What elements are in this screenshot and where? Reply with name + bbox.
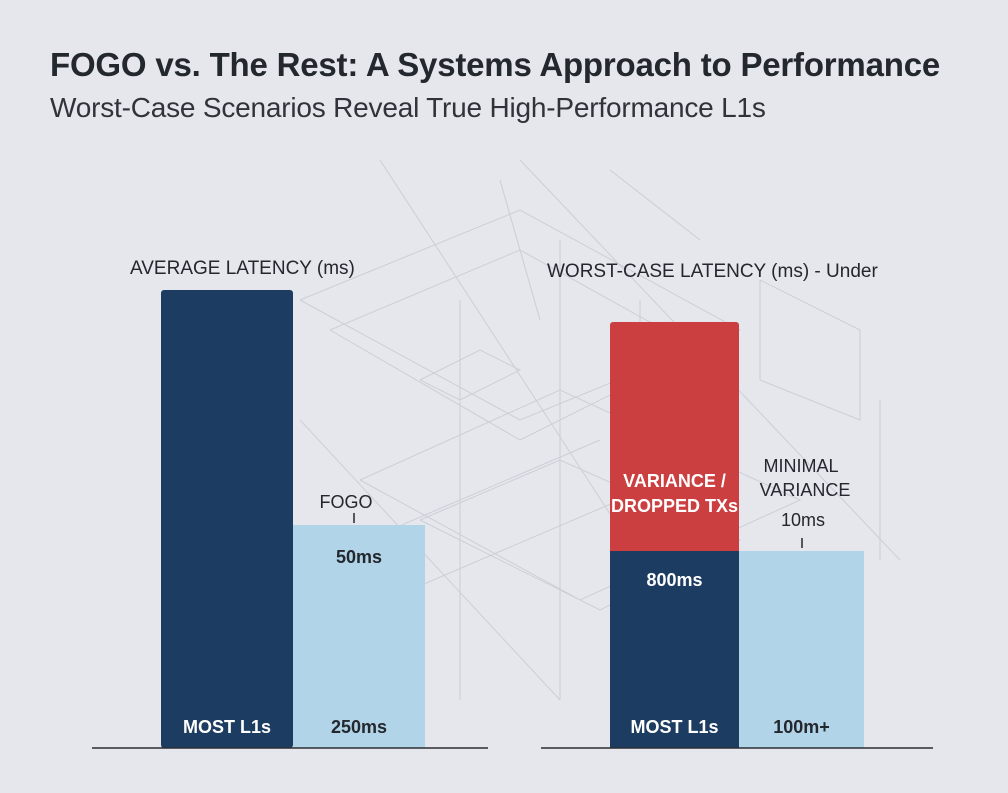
annotation-10ms: 10ms xyxy=(781,510,825,530)
bar-most-l1s-variance xyxy=(610,322,739,555)
average-latency-panel: AVERAGE LATENCY (ms) MOST L1s 50ms 250ms… xyxy=(92,258,488,749)
value-label-fogo-average: 50ms xyxy=(336,547,382,567)
chart-subtitle: Worst-Case Scenarios Reveal True High-Pe… xyxy=(50,92,766,123)
value-label-fogo-worst: 100m+ xyxy=(773,717,830,737)
bar-most-l1s-worst-case xyxy=(610,551,739,748)
annotation-variance: VARIANCE xyxy=(760,480,851,500)
worst-case-latency-panel: WORST-CASE LATENCY (ms) - Under VARIANCE… xyxy=(541,261,933,749)
variance-label-line2: DROPPED TXs xyxy=(611,496,738,516)
chart-title: FOGO vs. The Rest: A Systems Approach to… xyxy=(50,46,940,83)
category-label-most-l1s-worst: MOST L1s xyxy=(630,717,718,737)
bar-fogo-worst-case xyxy=(739,551,864,748)
annotation-minimal: MINIMAL xyxy=(763,456,838,476)
average-latency-title: AVERAGE LATENCY (ms) xyxy=(130,258,355,279)
bar-fogo-average xyxy=(293,525,425,748)
worst-case-latency-title: WORST-CASE LATENCY (ms) - Under xyxy=(547,261,878,282)
bar-most-l1s-average xyxy=(161,290,293,748)
value-label-most-l1s-worst: 800ms xyxy=(646,570,702,590)
annotation-fogo: FOGO xyxy=(320,492,373,512)
value-label-most-l1s-average: 250ms xyxy=(331,717,387,737)
category-label-most-l1s: MOST L1s xyxy=(183,717,271,737)
variance-label-line1: VARIANCE / xyxy=(623,471,726,491)
